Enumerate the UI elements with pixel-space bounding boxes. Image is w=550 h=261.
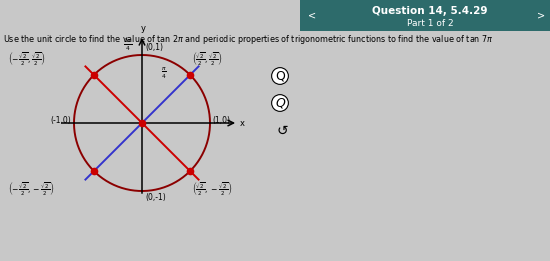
Text: Q: Q (275, 69, 285, 82)
Text: $\frac{\pi}{4}$: $\frac{\pi}{4}$ (161, 66, 167, 80)
Text: Q: Q (275, 97, 285, 110)
Text: (0,1): (0,1) (145, 43, 163, 52)
Text: x: x (240, 118, 245, 128)
Text: >: > (537, 11, 545, 21)
Bar (300, 0, 550, 31)
Text: $\left(\frac{\sqrt{2}}{2},-\frac{\sqrt{2}}{2}\right)$: $\left(\frac{\sqrt{2}}{2},-\frac{\sqrt{2… (192, 180, 232, 198)
Text: $\left(\frac{\sqrt{2}}{2},\frac{\sqrt{2}}{2}\right)$: $\left(\frac{\sqrt{2}}{2},\frac{\sqrt{2}… (192, 50, 223, 68)
Text: $\left(-\frac{\sqrt{2}}{2},-\frac{\sqrt{2}}{2}\right)$: $\left(-\frac{\sqrt{2}}{2},-\frac{\sqrt{… (8, 180, 54, 198)
Text: $\frac{3\pi}{4}$: $\frac{3\pi}{4}$ (123, 37, 133, 53)
Text: Use the unit circle to find the value of tan 2$\pi$ and periodic properties of t: Use the unit circle to find the value of… (3, 33, 493, 45)
Text: (0,-1): (0,-1) (145, 193, 166, 202)
Text: $\left(-\frac{\sqrt{2}}{2},\frac{\sqrt{2}}{2}\right)$: $\left(-\frac{\sqrt{2}}{2},\frac{\sqrt{2… (8, 50, 45, 68)
Text: Part 1 of 2: Part 1 of 2 (406, 20, 453, 28)
Text: Question 14, 5.4.29: Question 14, 5.4.29 (372, 6, 488, 16)
Text: y: y (140, 24, 146, 33)
Text: <: < (308, 11, 316, 21)
Text: (1,0): (1,0) (212, 116, 230, 124)
Text: (-1,0): (-1,0) (50, 116, 71, 124)
Text: ↺: ↺ (276, 124, 288, 138)
